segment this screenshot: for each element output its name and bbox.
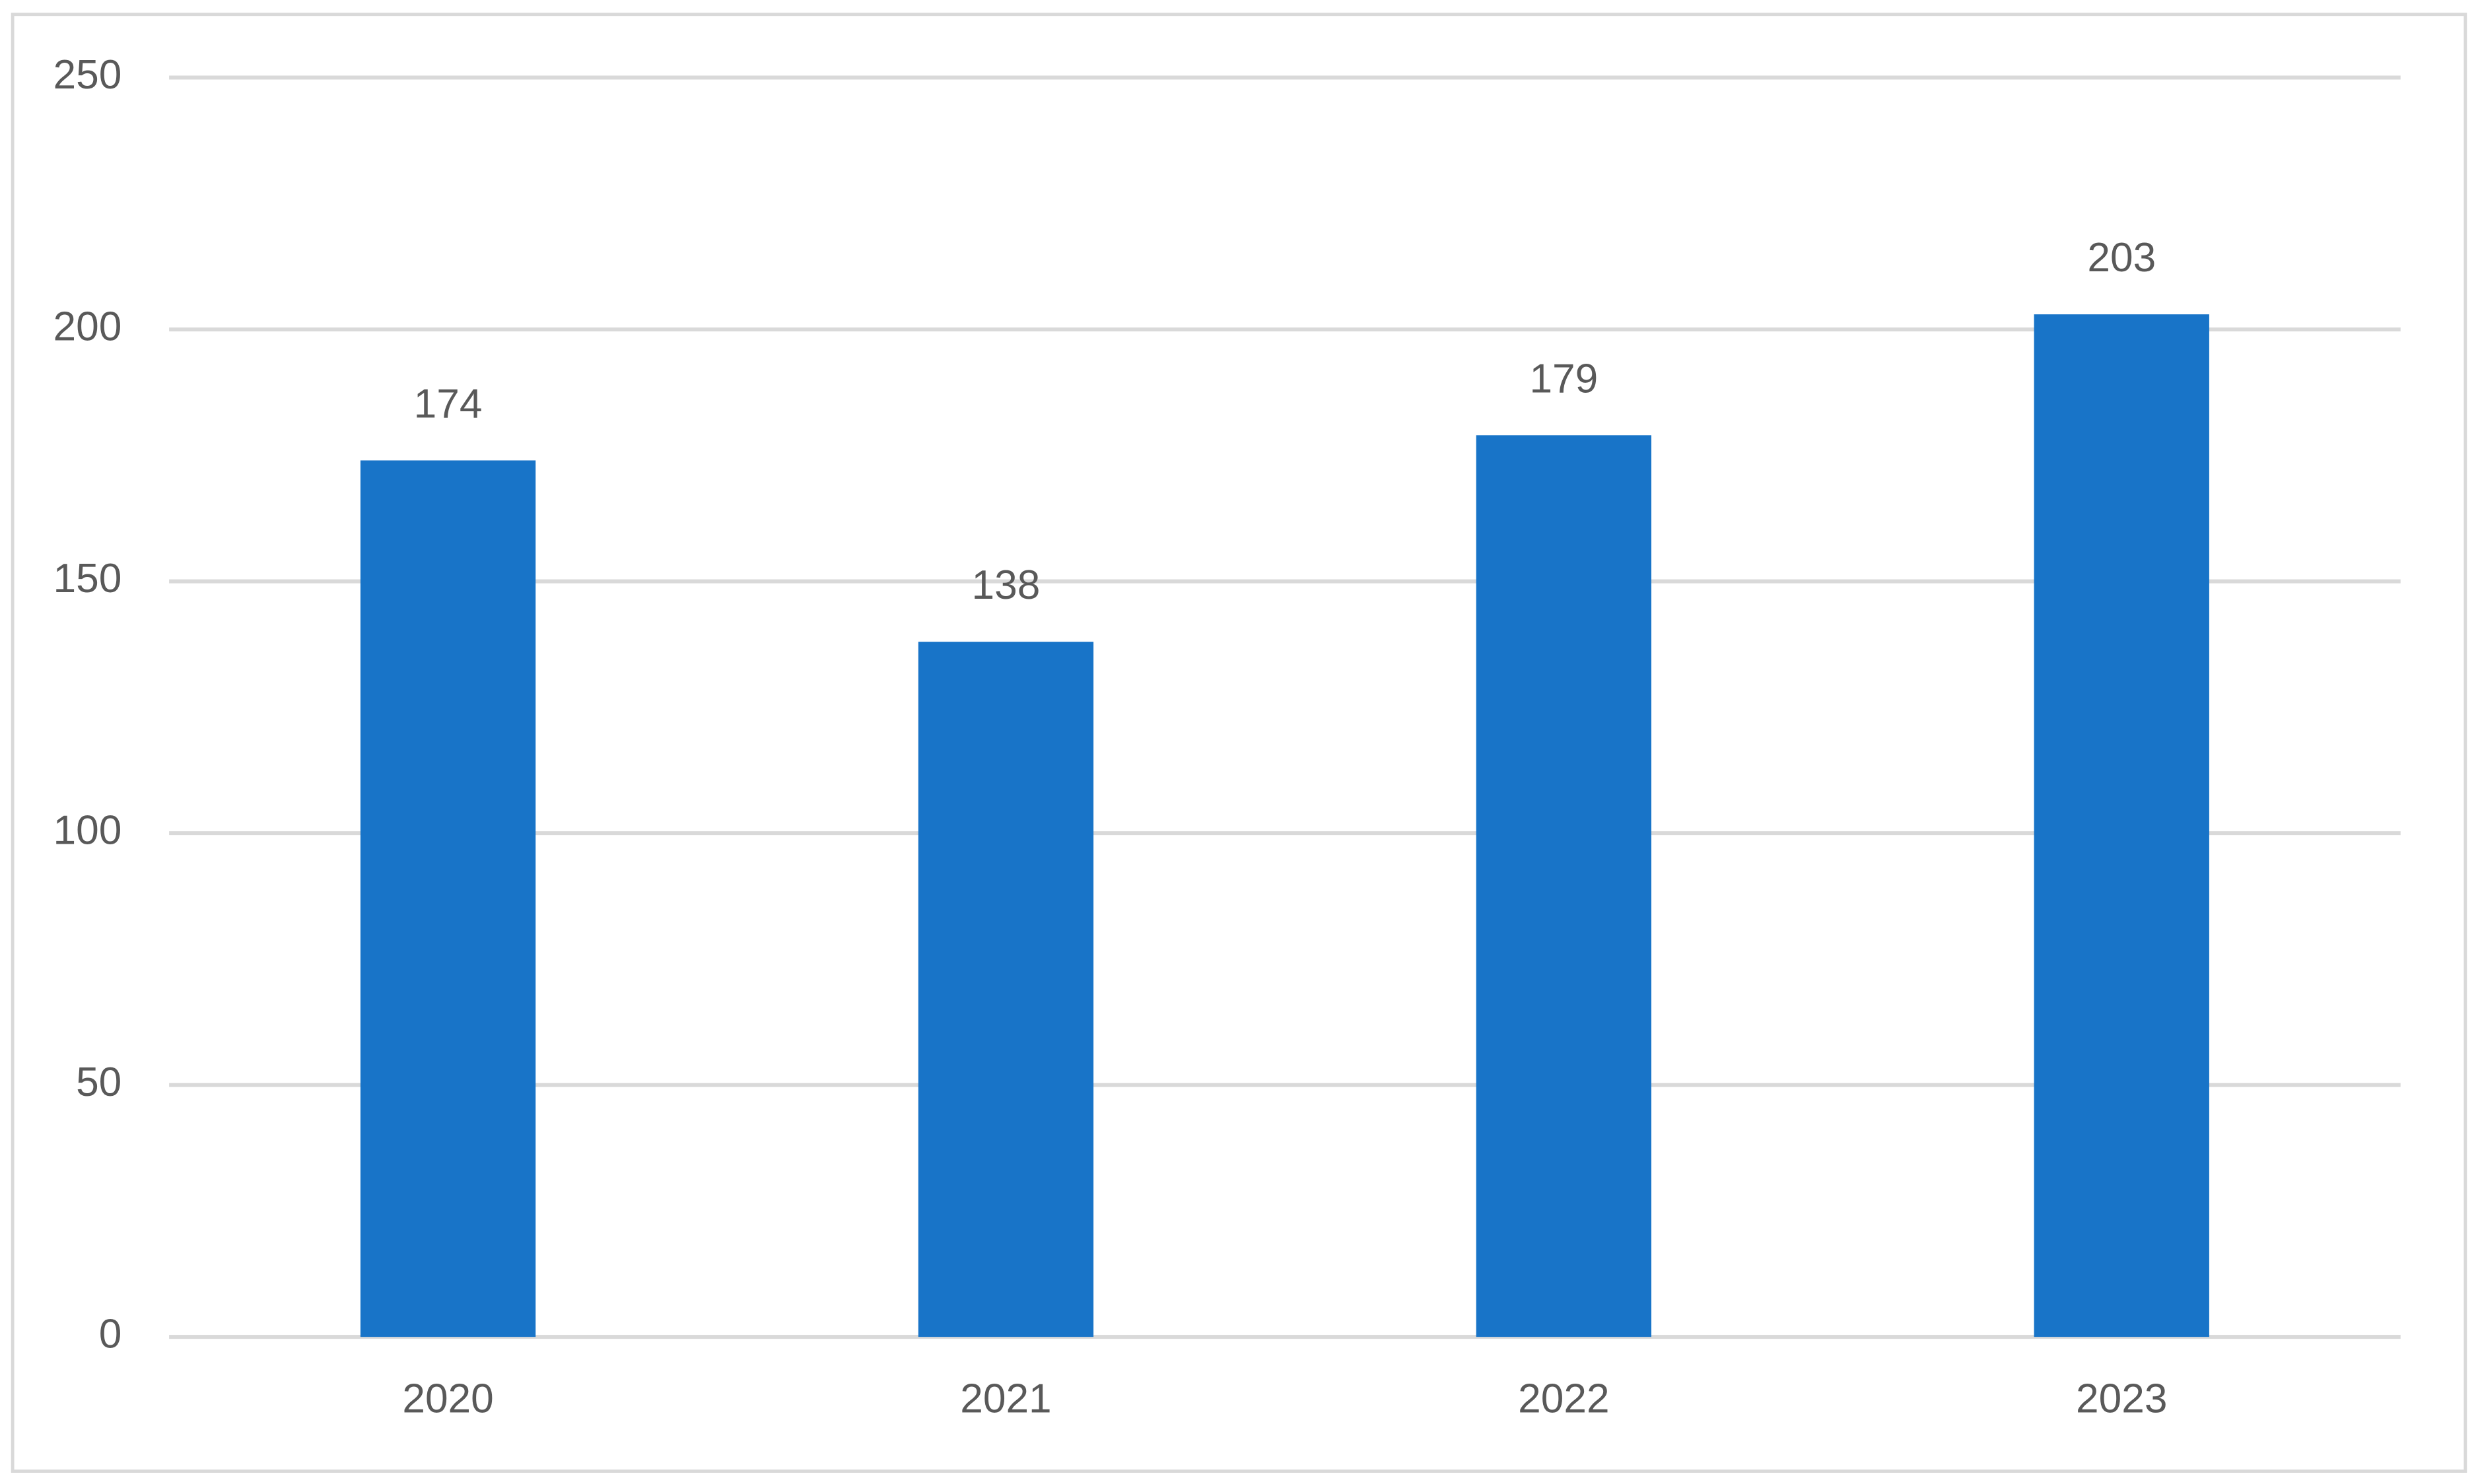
y-tick-label: 250 [53, 52, 121, 98]
bar [918, 642, 1094, 1337]
bar [1476, 435, 1652, 1337]
data-label: 203 [2087, 235, 2156, 281]
data-label: 138 [972, 562, 1041, 608]
x-tick-label: 2022 [1518, 1376, 1609, 1422]
x-tick-label: 2023 [2076, 1376, 2167, 1422]
x-tick-label: 2021 [960, 1376, 1051, 1422]
y-tick-label: 0 [99, 1312, 122, 1357]
x-tick-label: 2020 [402, 1376, 493, 1422]
data-label: 179 [1529, 356, 1598, 401]
y-tick-label: 100 [53, 808, 121, 854]
data-label: 174 [414, 382, 483, 427]
y-tick-label: 200 [53, 304, 121, 349]
bar [360, 460, 536, 1337]
y-tick-label: 50 [76, 1060, 121, 1105]
bar [2034, 314, 2209, 1337]
y-tick-label: 150 [53, 556, 121, 601]
